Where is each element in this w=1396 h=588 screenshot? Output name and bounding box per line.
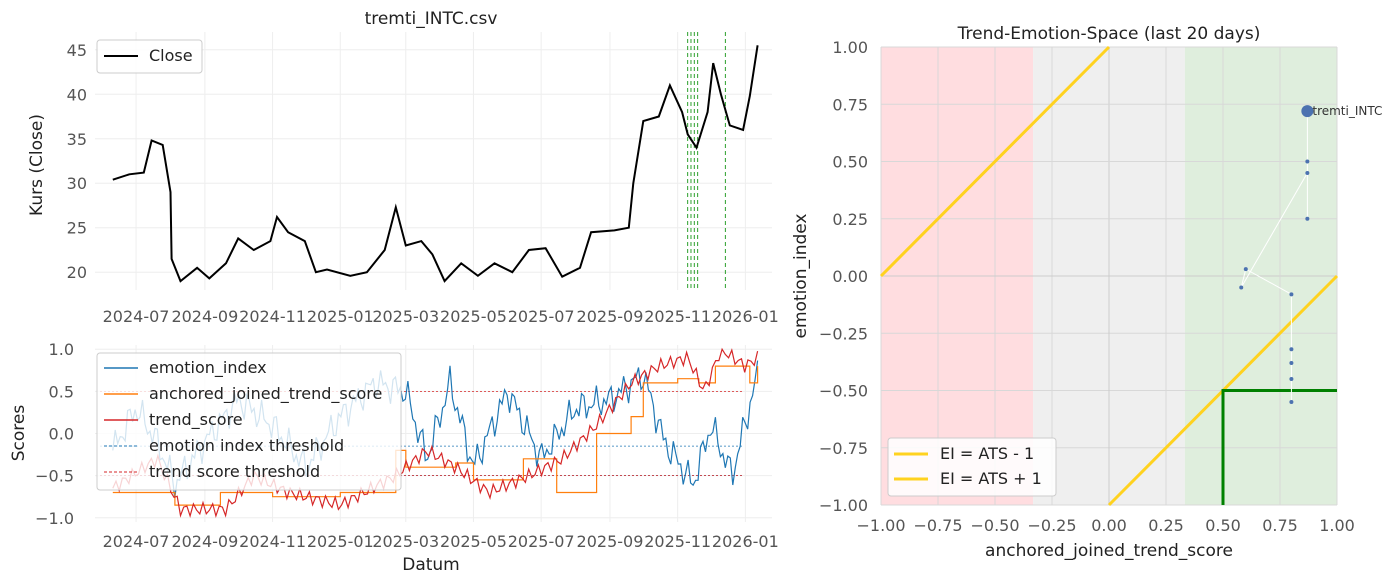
series-trend-score <box>112 347 759 518</box>
price-x-tick: 2026-01 <box>712 307 779 326</box>
target-zone-box <box>1221 389 1337 505</box>
scores-x-tick: 2025-09 <box>577 532 644 551</box>
current-point-label: tremti_INTC <box>1312 104 1382 118</box>
space-x-tick: 0.50 <box>1205 516 1241 535</box>
space-y-tick: −1.00 <box>819 496 868 515</box>
space-y-tick: −0.25 <box>819 324 868 343</box>
legend-label-emotion-index: emotion_index <box>149 358 267 378</box>
price-x-tick: 2025-03 <box>372 307 439 326</box>
space-y-axis-label: emotion_index <box>791 214 811 339</box>
legend-label-ei-ats-minus-1: EI = ATS - 1 <box>940 444 1034 463</box>
space-x-tick: 0.00 <box>1091 516 1127 535</box>
scores-x-tick: 2024-09 <box>171 532 238 551</box>
price-legend: Close <box>96 39 203 74</box>
space-chart-title: Trend-Emotion-Space (last 20 days) <box>957 24 1261 44</box>
price-x-tick: 2025-11 <box>644 307 711 326</box>
space-x-tick: 0.25 <box>1148 516 1184 535</box>
space-y-tick: 0.00 <box>832 267 868 286</box>
price-y-axis-label: Kurs (Close) <box>27 114 47 216</box>
space-x-tick: −0.25 <box>1027 516 1076 535</box>
price-y-tick: 35 <box>67 130 87 149</box>
price-x-tick: 2024-07 <box>103 307 170 326</box>
scores-y-axis-label: Scores <box>9 405 29 462</box>
space-x-tick: 0.75 <box>1262 516 1298 535</box>
space-y-tick: 0.50 <box>832 153 868 172</box>
space-x-axis-label: anchored_joined_trend_score <box>985 541 1233 561</box>
space-y-tick: 0.25 <box>832 210 868 229</box>
price-x-tick: 2025-09 <box>577 307 644 326</box>
scores-x-tick: 2024-07 <box>103 532 170 551</box>
trajectory-marker <box>1305 216 1310 221</box>
line-ei-ats-plus-1 <box>879 45 1111 278</box>
price-y-tick: 30 <box>67 174 87 193</box>
trend-emotion-panel: Trend-Emotion-Space (last 20 days) emoti… <box>791 24 1382 561</box>
space-x-tick: −0.50 <box>970 516 1019 535</box>
legend-label-trend-score: trend_score <box>149 410 243 430</box>
space-y-tick: −0.75 <box>819 439 868 458</box>
scores-y-tick: 1.0 <box>49 340 74 359</box>
scores-x-tick: 2024-11 <box>239 532 306 551</box>
space-y-tick: 0.75 <box>832 95 868 114</box>
scores-y-tick: −0.5 <box>35 467 74 486</box>
scores-x-tick: 2025-07 <box>508 532 575 551</box>
scores-x-tick: 2025-03 <box>372 532 439 551</box>
trajectory-marker <box>1305 170 1310 175</box>
current-point <box>1301 105 1314 118</box>
space-x-tick: −1.00 <box>856 516 905 535</box>
price-y-tick: 25 <box>67 219 87 238</box>
price-panel: tremti_INTC.csv Kurs (Close) 20 25 30 35 40 4… <box>27 9 779 326</box>
price-y-tick: 20 <box>67 263 87 282</box>
space-legend: EI = ATS - 1 EI = ATS + 1 <box>887 437 1057 497</box>
legend-label-emotion-index-threshold: emotion index threshold <box>149 436 344 455</box>
trajectory-marker <box>1289 377 1294 382</box>
price-x-tick: 2025-01 <box>307 307 374 326</box>
scores-y-tick: 0.5 <box>49 382 74 401</box>
legend-label-close: Close <box>149 46 193 65</box>
scores-y-tick: 0.0 <box>49 425 74 444</box>
scores-x-tick: 2025-01 <box>307 532 374 551</box>
trajectory-marker <box>1289 399 1294 404</box>
trajectory-marker <box>1243 267 1248 272</box>
series-close <box>112 45 759 283</box>
trajectory-marker <box>1289 292 1294 297</box>
price-x-tick: 2025-07 <box>508 307 575 326</box>
space-y-tick: −0.50 <box>819 382 868 401</box>
trajectory-marker <box>1305 159 1310 164</box>
legend-label-trend-score-threshold: trend score threshold <box>149 462 320 481</box>
scores-x-tick: 2025-05 <box>440 532 507 551</box>
space-x-tick: −0.75 <box>913 516 962 535</box>
price-x-tick: 2024-09 <box>171 307 238 326</box>
scores-x-axis-label: Datum <box>402 555 460 575</box>
scores-y-tick: −1.0 <box>35 509 74 528</box>
price-x-tick: 2025-05 <box>440 307 507 326</box>
price-y-tick: 40 <box>67 85 87 104</box>
scores-legend: emotion_index anchored_joined_trend_scor… <box>96 352 402 491</box>
legend-label-ei-ats-plus-1: EI = ATS + 1 <box>940 469 1042 488</box>
legend-label-anchored-joined-trend-score: anchored_joined_trend_score <box>149 384 382 404</box>
price-y-tick: 45 <box>67 41 87 60</box>
price-x-tick: 2024-11 <box>239 307 306 326</box>
trajectory-marker <box>1239 285 1244 290</box>
space-x-tick: 1.00 <box>1319 516 1355 535</box>
trajectory-marker <box>1289 347 1294 352</box>
scores-x-tick: 2025-11 <box>644 532 711 551</box>
price-chart-title: tremti_INTC.csv <box>365 9 498 29</box>
scores-x-tick: 2026-01 <box>712 532 779 551</box>
trajectory-marker <box>1289 361 1294 366</box>
space-y-tick: 1.00 <box>832 38 868 57</box>
